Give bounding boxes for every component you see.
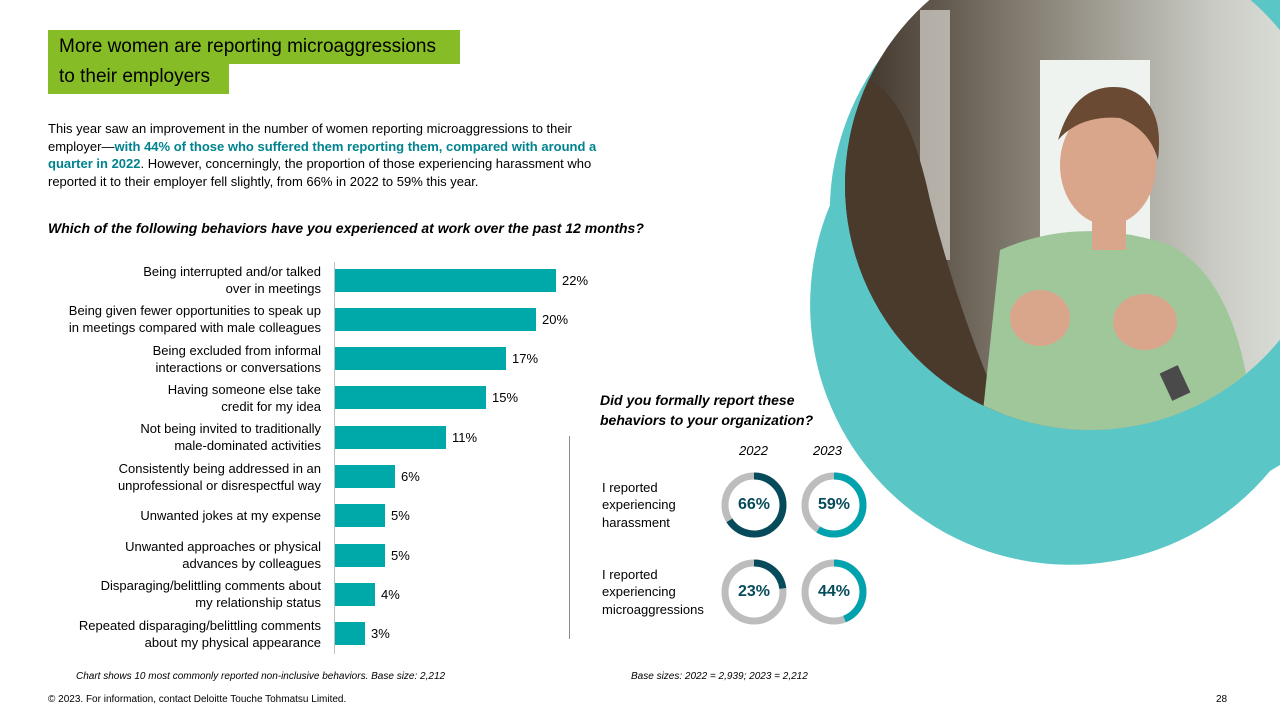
copyright: © 2023. For information, contact Deloitt… — [48, 694, 347, 705]
bar-category-label: Unwanted jokes at my expense — [140, 507, 321, 524]
donut-value-label: 66% — [737, 496, 771, 513]
donut-value-label: 23% — [737, 583, 771, 600]
report-question-line-2: behaviors to your organization? — [600, 412, 814, 428]
year-label: 2022 — [739, 443, 768, 458]
bar-category-label-line: Being excluded from informal — [152, 342, 321, 358]
bar — [335, 307, 536, 331]
bar-value-label: 4% — [381, 586, 400, 602]
donut-row-label-line: microaggressions — [602, 601, 704, 617]
bar-category-label: Consistently being addressed in an unprof… — [118, 460, 321, 494]
donut-row-label-line: experiencing — [602, 497, 676, 513]
bar-category-label-line: Unwanted jokes at my expense — [140, 508, 321, 524]
bar-category-label-line: unprofessional or disrespectful way — [117, 477, 321, 493]
donut-value-label: 44% — [817, 583, 851, 600]
donut-2023: 59% — [800, 471, 868, 539]
donut-2022: 23% — [720, 558, 788, 626]
donut-row-label-line: experiencing — [602, 584, 676, 600]
bar-category-label: Repeated disparaging/belittling comments… — [79, 617, 321, 651]
bar-value-label: 6% — [401, 469, 420, 484]
donut-svg — [721, 472, 787, 538]
bar-category-label-line: Being interrupted and/or talked — [143, 264, 321, 279]
page-title-line-1: More women are reporting microaggression… — [48, 30, 460, 64]
bar-category-label-line: my relationship status — [195, 595, 321, 611]
bar-chart-axis — [334, 262, 335, 654]
bar-category-label: Being excluded from informal interactions… — [153, 342, 321, 376]
page-title-line-2: to their employers — [48, 60, 229, 94]
bar — [335, 543, 385, 567]
bar-category-label: Being given fewer opportunities to speak… — [69, 302, 321, 336]
bar-value-label: 20% — [542, 311, 569, 327]
bar-category-label-line: advances by colleagues — [182, 556, 321, 572]
chart-question: Which of the following behaviors have yo… — [48, 220, 644, 236]
bar-value-label: 3% — [371, 626, 390, 642]
donut-value-arc — [721, 559, 787, 625]
donut-svg — [721, 559, 787, 625]
intro-text-1: This year saw an improvement in the numb… — [48, 121, 572, 154]
bar-category-label-line: Unwanted approaches or physical — [125, 539, 321, 555]
donut-value-arc — [721, 472, 787, 538]
report-question-line-1: Did you formally report these — [600, 392, 795, 408]
bar-chart-footnote: Chart shows 10 most commonly reported no… — [76, 671, 446, 682]
donut-row-label-line: I reported — [602, 479, 658, 495]
bar-value-label: 11% — [452, 429, 478, 445]
intro-highlight: with 44% of those who suffered them repo… — [48, 138, 597, 172]
bar-category-label-line: credit for my idea — [221, 398, 321, 414]
bar-category-label: Not being invited to traditionally male-d… — [140, 420, 321, 454]
bar-category-label-line: Being given fewer opportunities to speak… — [68, 303, 321, 319]
report-question: Did you formally report these behaviors … — [600, 390, 813, 430]
bar — [335, 268, 556, 292]
bar-category-label-line: over in meetings — [225, 281, 321, 296]
page-number: 28 — [1216, 694, 1228, 705]
bar — [335, 582, 375, 606]
donut-2022: 66% — [720, 471, 788, 539]
donut-row-label: I reported experiencing harassment — [602, 479, 676, 532]
bar-category-label-line: Repeated disparaging/belittling comments — [78, 617, 321, 633]
bar-category-label-line: male-dominated activities — [174, 438, 321, 454]
bar-category-label-line: Having someone else take — [167, 381, 321, 397]
bar-category-label: Unwanted approaches or physical advances … — [125, 538, 321, 572]
donut-chart-footnote: Base sizes: 2022 = 2,939; 2023 = 2,212 — [631, 671, 808, 682]
bar-category-label-line: in meetings compared with male colleague… — [68, 320, 321, 336]
bar-category-label: Having someone else take credit for my id… — [168, 381, 321, 415]
bar-category-label-line: Not being invited to traditionally — [140, 421, 321, 437]
donut-row-label-line: harassment — [602, 514, 670, 530]
bar-category-label: Being interrupted and/or talked over in m… — [143, 263, 321, 297]
bar-category-label: Disparaging/belittling comments about my … — [101, 577, 321, 611]
bar-category-label-line: Consistently being addressed in an — [118, 460, 321, 476]
bar-category-label-line: about my physical appearance — [144, 634, 321, 650]
bar — [335, 347, 506, 371]
bar — [335, 622, 365, 646]
bar — [335, 386, 486, 410]
bar — [335, 504, 385, 528]
bar-category-label-line: interactions or conversations — [155, 359, 321, 375]
section-divider — [569, 436, 570, 639]
intro-paragraph: This year saw an improvement in the numb… — [48, 120, 628, 190]
bar-value-label: 17% — [512, 351, 539, 367]
bar-value-label: 5% — [391, 547, 410, 563]
bar-value-label: 5% — [391, 508, 410, 524]
bar — [335, 465, 395, 488]
bar-category-label-line: Disparaging/belittling comments about — [100, 578, 321, 594]
donut-value-label: 59% — [817, 496, 851, 513]
donut-2023: 44% — [800, 558, 868, 626]
bar-value-label: 22% — [562, 272, 589, 288]
donut-row-label: I reported experiencing microaggressions — [602, 566, 704, 619]
bar-value-label: 15% — [492, 390, 519, 406]
donut-row-label-line: I reported — [602, 566, 658, 582]
intro-text-2: . However, concerningly, the proportion … — [48, 156, 592, 189]
year-label: 2023 — [813, 443, 842, 458]
bar — [335, 425, 446, 449]
